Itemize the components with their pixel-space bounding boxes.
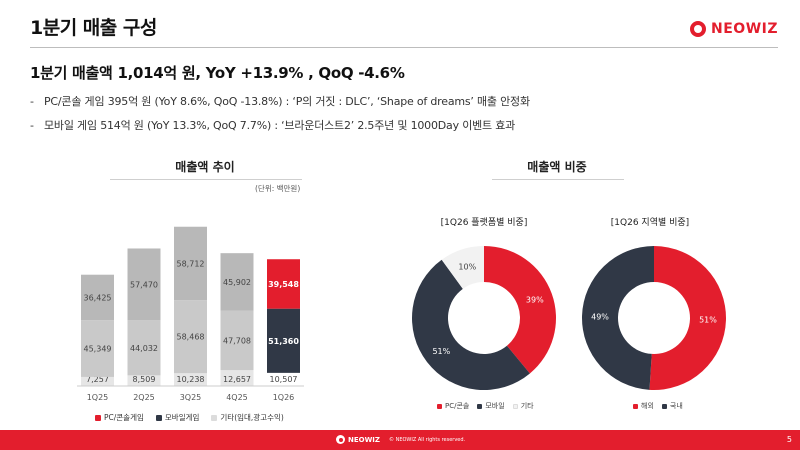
bar-value-label: 12,657 [223, 375, 251, 384]
bar-value-label: 58,712 [177, 259, 205, 268]
legend-item-pc: PC/콘솔 [437, 401, 469, 411]
bullet-dash: - [30, 95, 34, 108]
bar-segment [174, 373, 207, 386]
bar-value-label: 7,257 [86, 375, 109, 384]
bar-segment [81, 274, 114, 321]
bar-value-label: 10,238 [177, 375, 205, 384]
legend-item-other: 기타(임대,광고수익) [211, 412, 284, 423]
legend-item-overseas: 해외 [633, 401, 654, 411]
pie-slice [649, 245, 727, 390]
bar-section-divider [110, 179, 302, 180]
title-divider [30, 47, 778, 48]
legend-label: 모바일 [485, 402, 505, 410]
bar-segment [220, 253, 254, 311]
bar-value-label: 44,032 [130, 344, 158, 353]
bar-segment [81, 320, 114, 377]
x-tick-label: 1Q26 [273, 393, 295, 402]
legend-label: 국내 [669, 402, 683, 410]
legend-label: 해외 [641, 402, 654, 410]
logo-text: NEOWIZ [711, 21, 778, 37]
footer-logo: NEOWIZ [336, 435, 380, 444]
x-tick-label: 4Q25 [226, 393, 248, 402]
x-tick-label: 1Q25 [87, 393, 109, 402]
bar-segment [267, 259, 300, 309]
footer-logo-icon [336, 435, 345, 444]
pie-value-label: 49% [591, 312, 609, 321]
legend-item-other: 기타 [512, 401, 534, 411]
pie-slice [412, 259, 530, 390]
bar-value-label: 47,708 [223, 336, 251, 345]
bar-value-label: 10,507 [270, 375, 298, 384]
bar-value-label: 8,509 [133, 375, 156, 384]
legend-item-pc: PC/콘솔게임 [95, 412, 144, 423]
legend-swatch [633, 403, 638, 409]
bar-segment [127, 248, 161, 321]
pie-slice [441, 246, 484, 289]
pie-slice [484, 246, 556, 374]
legend-swatch [211, 414, 218, 421]
bar-legend: PC/콘솔게임 모바일게임 기타(임대,광고수익) [95, 412, 284, 423]
pie-value-label: 39% [526, 296, 544, 305]
bar-value-label: 36,425 [84, 293, 112, 302]
legend-swatch [95, 414, 101, 421]
bar-section-title: 매출액 추이 [175, 160, 235, 174]
legend-label: 모바일게임 [164, 413, 200, 422]
bullet-text: PC/콘솔 게임 395억 원 (YoY 8.6%, QoQ -13.8%) :… [44, 95, 530, 108]
bar-value-label: 45,902 [223, 278, 251, 287]
bullet-text: 모바일 게임 514억 원 (YoY 13.3%, QoQ 7.7%) : ‘브… [44, 119, 516, 132]
bar-segment [267, 372, 300, 386]
page-number: 5 [786, 435, 792, 444]
bullet-dash: - [30, 119, 34, 132]
legend-label: 기타 [520, 402, 534, 410]
bar-segment [220, 370, 254, 386]
bar-segment [81, 376, 114, 386]
region-legend: 해외 국내 [633, 401, 683, 411]
platform-legend: PC/콘솔 모바일 기타 [437, 401, 534, 411]
share-section-divider [492, 179, 624, 180]
pie-value-label: 51% [699, 316, 717, 325]
summary-bullet: - PC/콘솔 게임 395억 원 (YoY 8.6%, QoQ -13.8%) … [30, 93, 530, 109]
legend-swatch [155, 414, 162, 421]
page-title: 1분기 매출 구성 [30, 17, 157, 39]
unit-label: (단위: 백만원) [255, 184, 301, 193]
region-pie-title: [1Q26 지역별 비중] [610, 218, 690, 228]
bar-value-label: 39,548 [268, 280, 299, 289]
bar-value-label: 57,470 [130, 280, 158, 289]
logo-icon [690, 21, 707, 37]
legend-item-domestic: 국내 [661, 401, 683, 411]
pie-slice [582, 246, 654, 390]
summary-headline: 1분기 매출액 1,014억 원, YoY +13.9% , QoQ -4.6% [30, 64, 405, 82]
summary-bullet: - 모바일 게임 514억 원 (YoY 13.3%, QoQ 7.7%) : ‘… [30, 117, 515, 133]
legend-label: PC/콘솔게임 [104, 413, 144, 422]
x-tick-label: 3Q25 [180, 393, 202, 402]
bar-value-label: 58,468 [177, 333, 205, 342]
legend-swatch [477, 403, 483, 409]
legend-swatch [661, 403, 667, 409]
bar-segment [174, 226, 207, 301]
bar-segment [127, 320, 161, 376]
brand-logo: NEOWIZ [690, 21, 778, 37]
bar-value-label: 45,349 [84, 345, 112, 354]
legend-item-mobile: 모바일게임 [155, 412, 200, 423]
bar-segment [267, 308, 300, 373]
pie-value-label: 10% [458, 263, 476, 272]
legend-swatch [437, 403, 442, 409]
bar-segment [127, 375, 161, 386]
bar-segment [220, 310, 254, 371]
footer-bar: NEOWIZ © NEOWIZ All rights reserved. 5 [0, 430, 800, 450]
platform-pie-title: [1Q26 플랫폼별 비중] [440, 218, 528, 228]
legend-label: PC/콘솔 [445, 402, 470, 410]
legend-swatch [512, 403, 518, 409]
bar-value-label: 51,360 [268, 337, 299, 346]
legend-label: 기타(임대,광고수익) [220, 413, 284, 422]
bar-segment [174, 300, 207, 374]
share-section-title: 매출액 비중 [527, 160, 587, 174]
footer-logo-text: NEOWIZ [348, 435, 380, 444]
legend-item-mobile: 모바일 [477, 401, 505, 411]
footer-copyright: © NEOWIZ All rights reserved. [389, 437, 466, 443]
x-tick-label: 2Q25 [133, 393, 155, 402]
pie-value-label: 51% [432, 347, 450, 356]
